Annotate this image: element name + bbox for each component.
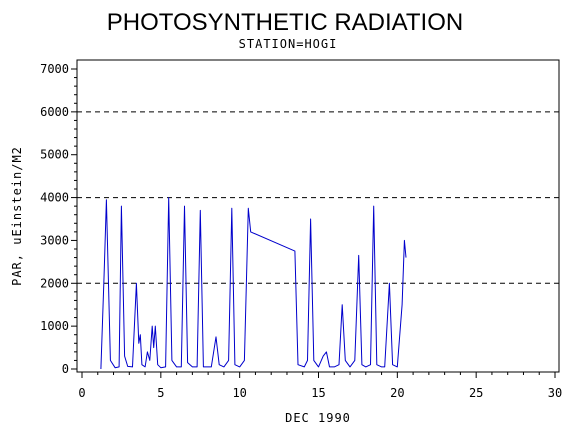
chart-title: PHOTOSYNTHETIC RADIATION xyxy=(107,9,463,36)
x-tick-label: 15 xyxy=(311,386,325,400)
x-axis: 0 5 10 15 20 25 30 xyxy=(78,372,562,400)
x-tick-label: 25 xyxy=(469,386,483,400)
series-line xyxy=(100,197,407,370)
y-tick-label: 0 xyxy=(62,362,69,376)
plot-frame xyxy=(76,59,560,373)
y-tick-label: 3000 xyxy=(40,233,69,247)
y-tick-label: 1000 xyxy=(40,319,69,333)
x-tick-label: 20 xyxy=(390,386,404,400)
y-tick-label: 4000 xyxy=(40,191,69,205)
y-axis-label: PAR, uEinstein/M2 xyxy=(10,146,24,286)
x-axis-label: DEC 1990 xyxy=(285,411,351,425)
x-tick-label: 30 xyxy=(548,386,562,400)
y-tick-label: 7000 xyxy=(40,62,69,76)
x-tick-label: 10 xyxy=(232,386,246,400)
y-tick-label: 2000 xyxy=(40,276,69,290)
series-group xyxy=(100,197,407,370)
reference-lines xyxy=(77,111,559,284)
y-tick-label: 6000 xyxy=(40,105,69,119)
y-tick-label: 5000 xyxy=(40,148,69,162)
y-axis: 0 1000 2000 3000 4000 5000 6000 7000 xyxy=(40,62,77,376)
x-tick-label: 0 xyxy=(78,386,85,400)
x-tick-label: 5 xyxy=(157,386,164,400)
chart-subtitle: STATION=HOGI xyxy=(239,37,338,51)
